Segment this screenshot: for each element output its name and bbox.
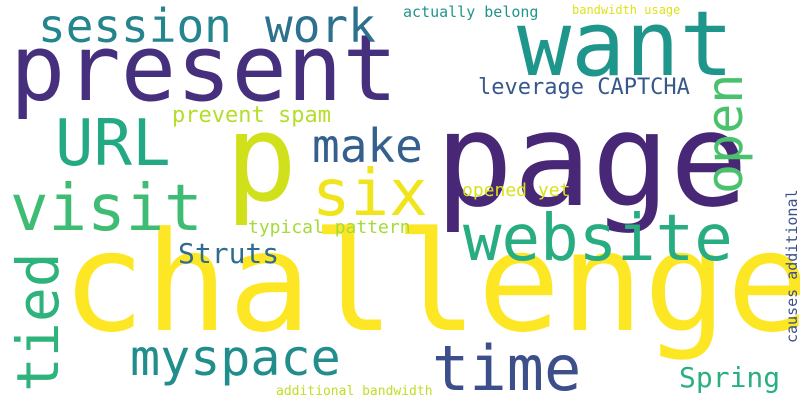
word-causes-additional: causes additional	[783, 189, 800, 343]
word-visit: visit	[10, 172, 203, 246]
word-p: p	[225, 90, 297, 229]
word-present: present	[10, 15, 398, 122]
word-additional-bandwidth: additional bandwidth	[276, 384, 433, 399]
word-page: page	[435, 84, 748, 236]
word-leverage-captcha: leverage CAPTCHA	[478, 75, 690, 100]
word-struts: Struts	[178, 237, 279, 270]
word-myspace: myspace	[130, 329, 341, 387]
word-open: open	[696, 74, 754, 194]
word-bandwidth-usage: bandwidth usage	[572, 3, 680, 17]
word-prevent-spam: prevent spam	[172, 103, 331, 128]
word-spring: Spring	[679, 361, 780, 394]
word-challenge: challenge	[62, 202, 800, 363]
word-want: want	[517, 0, 734, 97]
word-actually-belong: actually belong	[403, 3, 538, 21]
word-session: session	[38, 0, 232, 53]
word-typical-pattern: typical pattern	[248, 217, 411, 238]
word-opened-yet: opened yet	[462, 180, 570, 201]
word-work: work	[265, 0, 376, 53]
word-url: URL	[55, 107, 171, 181]
word-website: website	[463, 202, 733, 276]
word-tied: tied	[4, 252, 72, 392]
word-time: time	[432, 332, 581, 400]
word-make: make	[312, 119, 423, 173]
word-six: six	[312, 157, 428, 231]
